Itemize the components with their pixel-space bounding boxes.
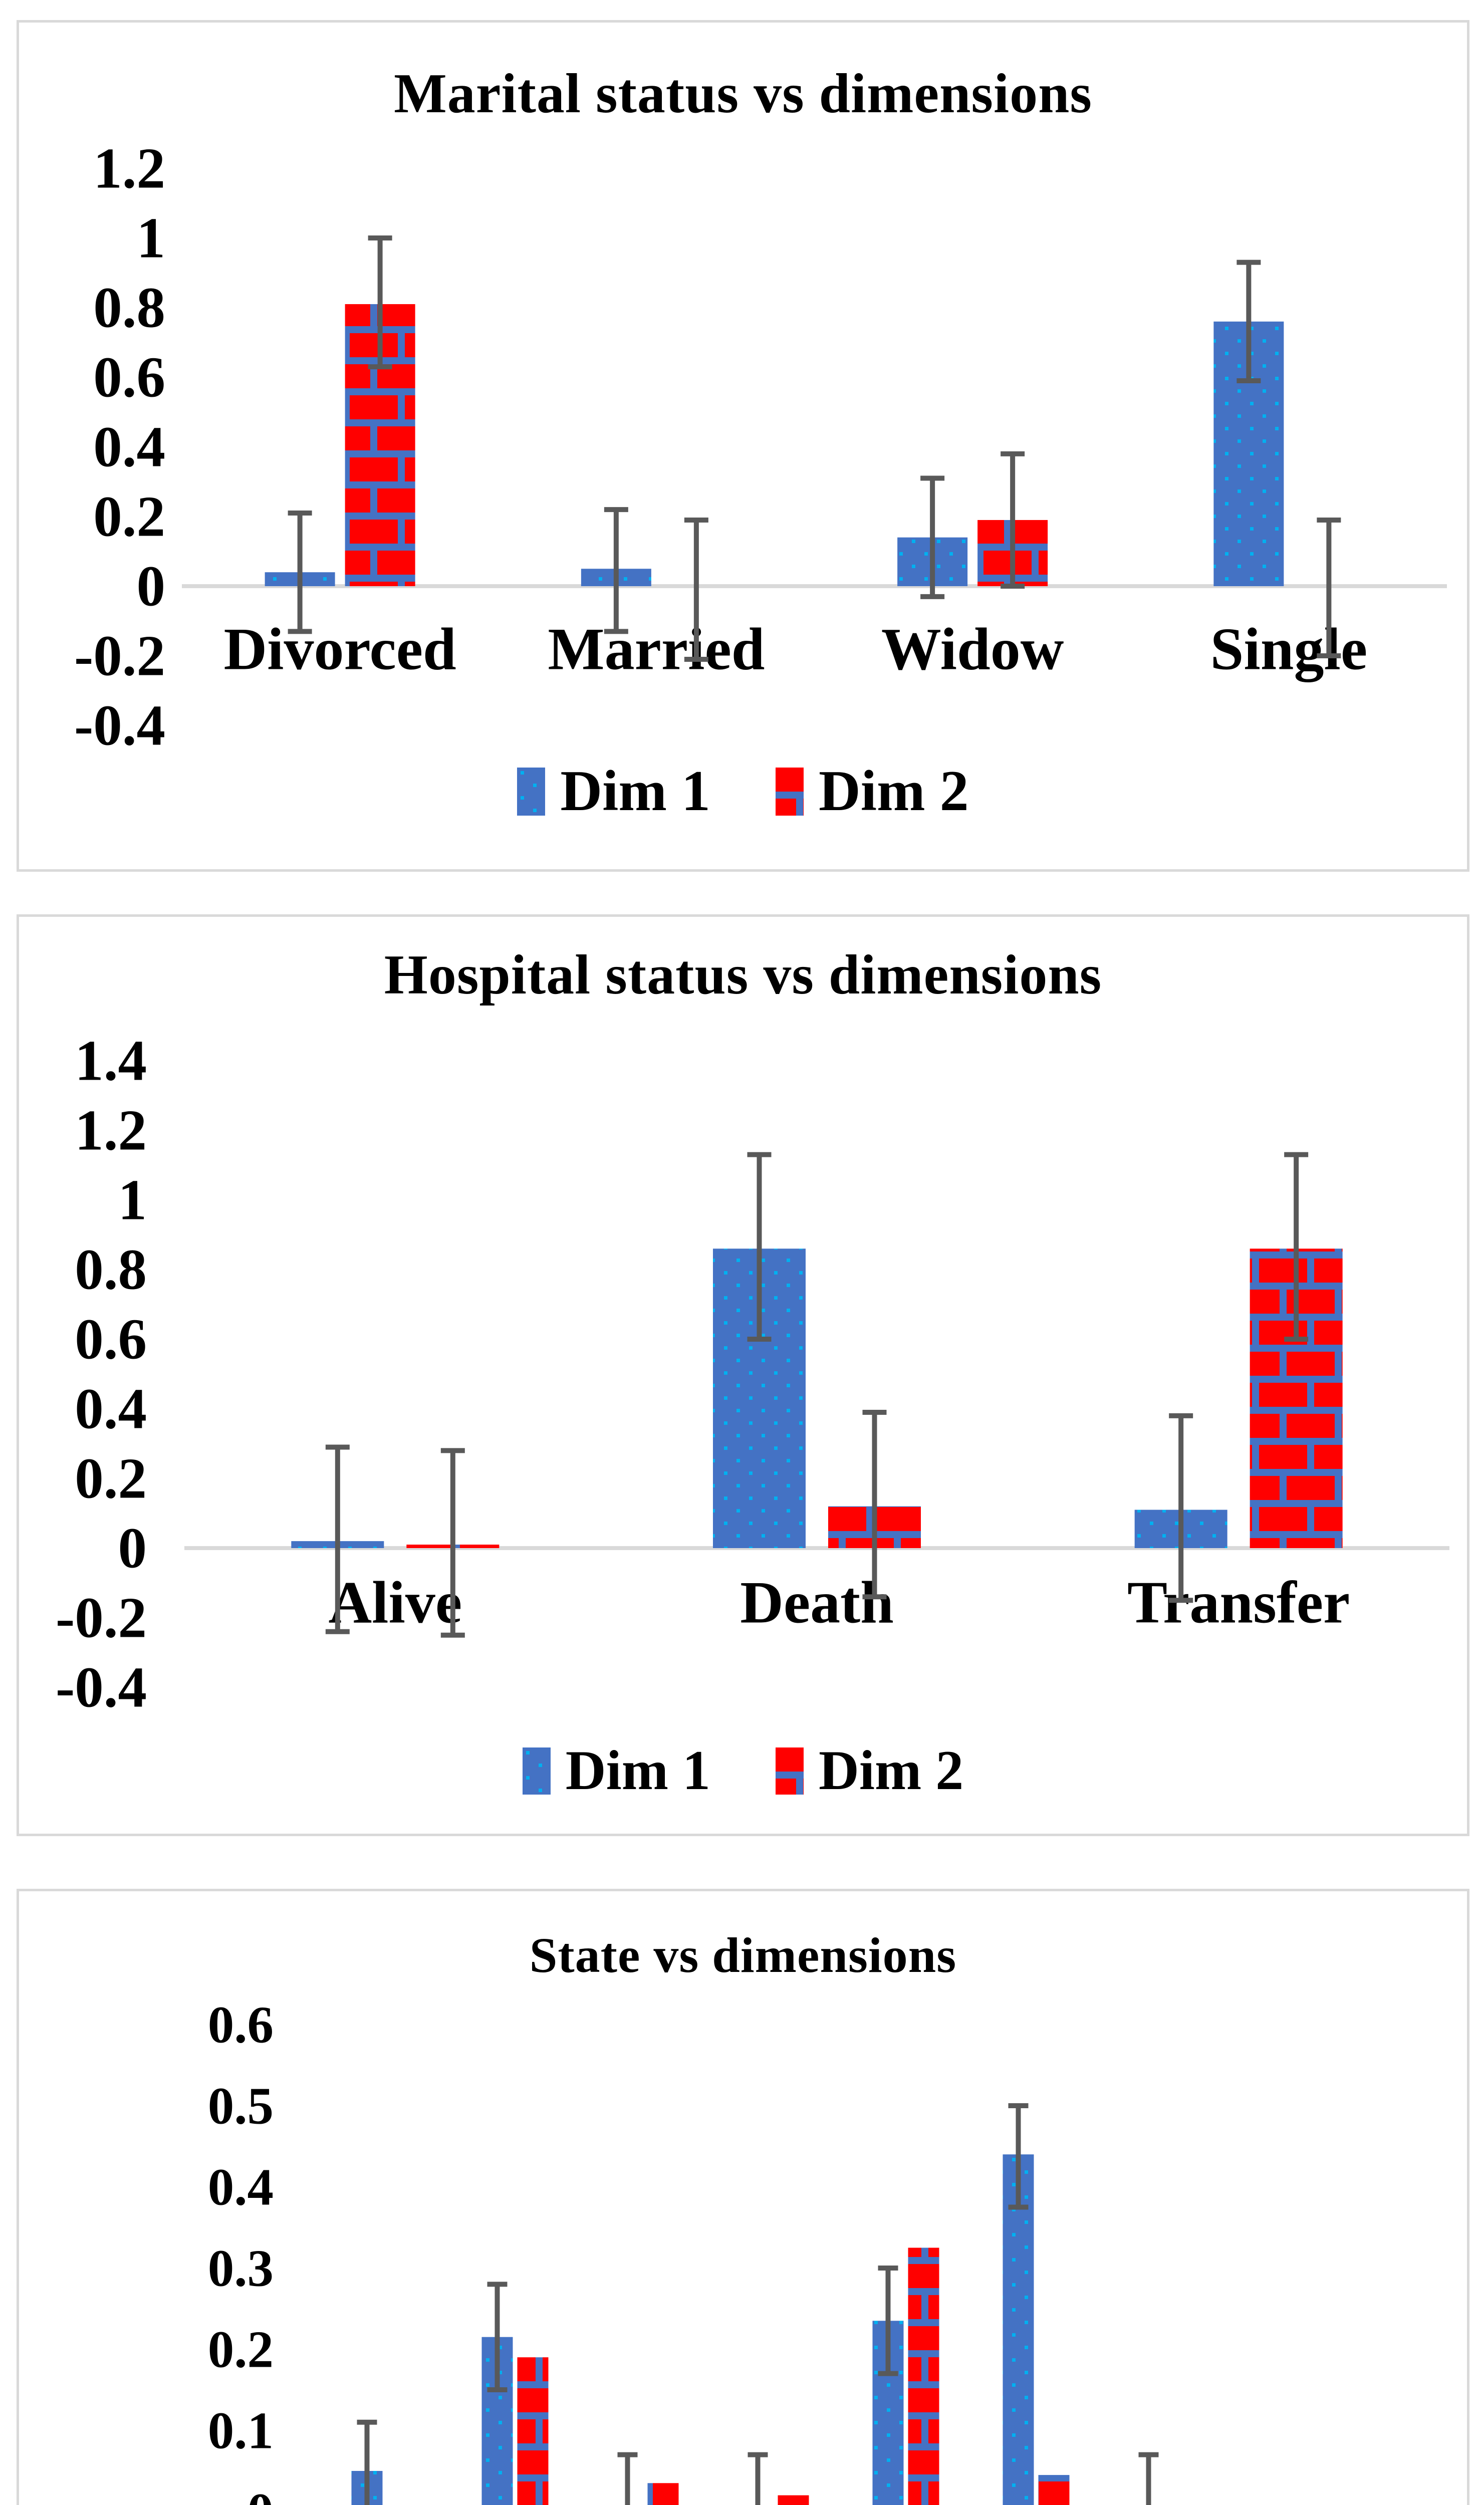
x-category-label: Transfer	[1127, 1569, 1350, 1636]
error-bar-dim2-divorced	[368, 235, 392, 370]
error-bar-dim1-divorced	[288, 511, 312, 634]
error-bar-dim1-married	[604, 507, 628, 634]
chart-hospital-status-box: Hospital status vs dimensions 1.4 1.2 1 0.8…	[17, 914, 1469, 1836]
y-tick-label: 0.6	[208, 1995, 274, 2054]
y-tick-label: 1.4	[75, 1029, 147, 1093]
error-bar-dim1-gombe	[357, 2419, 377, 2505]
x-category-label: Divorced	[223, 616, 456, 682]
y-tick-label: 0.4	[208, 2158, 274, 2216]
chart-marital-status-box: Marital status vs dimensions 1.2 1 0.8 0.6 0…	[17, 20, 1469, 872]
y-tick-label: 1	[137, 206, 166, 270]
y-tick-label: 0.2	[93, 485, 165, 549]
y-tick-label: 0.8	[93, 276, 165, 340]
y-tick-label: 1.2	[93, 137, 165, 200]
error-bar-dim2-widow	[1001, 451, 1025, 589]
bar-dim2-bauchi	[517, 2357, 549, 2505]
bar-dim2-yobe	[647, 2483, 679, 2505]
chart-marital-status-plot: 1.210.80.60.40.20-0.2-0.4 Divorced Married…	[74, 137, 1447, 758]
legend: Dim 1 Dim 2	[19, 1738, 1467, 1803]
legend-label-dim1: Dim 1	[565, 1739, 710, 1802]
y-tick-label: 0.1	[208, 2401, 274, 2460]
bar-dim2-taraba	[1038, 2475, 1070, 2505]
x-category-label: Widow	[881, 616, 1064, 682]
error-bar-dim2-death	[862, 1409, 887, 1600]
y-tick-label: 0.2	[208, 2320, 274, 2379]
error-bar-dim1-borno	[748, 2452, 768, 2505]
legend-label-dim2: Dim 2	[819, 759, 969, 823]
error-bar-dim1-widow	[920, 475, 945, 599]
dim2-swatch-icon	[776, 1747, 804, 1795]
error-bar-dim2-transfer	[1284, 1152, 1309, 1342]
dim1-swatch-icon	[522, 1747, 551, 1795]
error-bar-dim1-yobe	[617, 2452, 638, 2505]
error-bar-dim1-death	[747, 1152, 772, 1342]
y-tick-label: -0.4	[56, 1656, 147, 1719]
error-bar-dim1-alive	[325, 1444, 350, 1634]
x-category-label: Death	[740, 1569, 894, 1636]
error-bar-dim1-single	[1236, 260, 1261, 383]
y-tick-label: 0.6	[75, 1308, 147, 1371]
x-category-label: Single	[1210, 616, 1367, 683]
x-axis-line	[182, 584, 1447, 588]
error-bar-dim1-others	[1138, 2452, 1159, 2505]
chart-state-box: State vs dimensions 0.60.50.40.30.20.10-…	[17, 1889, 1469, 2505]
dim2-swatch-icon	[776, 767, 804, 816]
bar-dim2-adamawa	[908, 2247, 939, 2505]
chart-title: Hospital status vs dimensions	[384, 944, 1102, 1006]
chart-title: Marital status vs dimensions	[394, 63, 1092, 125]
dim1-swatch-icon	[517, 767, 546, 816]
y-tick-label: 0.8	[75, 1238, 147, 1302]
y-tick-label: -0.2	[56, 1586, 147, 1650]
legend: Dim 1 Dim 2	[19, 758, 1467, 825]
chart-state-plot: 0.60.50.40.30.20.10-0.1GombeBauchiYobeBo…	[208, 1995, 1159, 2505]
y-tick-label: 0.5	[208, 2077, 274, 2135]
y-tick-label: -0.2	[74, 624, 165, 688]
x-category-label: Married	[548, 616, 765, 682]
y-tick-label: 0.4	[75, 1377, 147, 1441]
error-bar-dim1-adamawa	[878, 2266, 898, 2376]
legend-entry-dim2: Dim 2	[776, 758, 969, 825]
chart-hospital-status-plot: 1.41.210.80.60.40.20-0.2-0.4 Alive Death Tr…	[56, 1029, 1449, 1719]
y-tick-label: 0	[137, 555, 166, 618]
legend-entry-dim1: Dim 1	[522, 1738, 710, 1803]
error-bar-dim2-single	[1317, 517, 1341, 658]
x-category-label: Alive	[329, 1569, 462, 1636]
error-bar-dim2-married	[684, 517, 708, 662]
chart-title: State vs dimensions	[529, 1927, 957, 1983]
y-tick-label: 1.2	[75, 1099, 147, 1162]
y-tick-label: 0	[118, 1517, 147, 1580]
bar-dim1-taraba	[1003, 2154, 1034, 2505]
y-tick-label: 0.6	[93, 346, 165, 409]
y-tick-label: 0	[248, 2482, 274, 2505]
y-tick-label: -0.4	[74, 694, 165, 758]
error-bar-dim1-taraba	[1008, 2103, 1029, 2210]
y-tick-label: 1	[118, 1168, 147, 1232]
y-tick-label: 0.4	[93, 415, 165, 479]
bar-dim2-borno	[778, 2495, 809, 2505]
y-tick-label: 0.3	[208, 2239, 274, 2298]
y-tick-label: 0.2	[75, 1447, 147, 1511]
x-axis-line	[184, 1546, 1449, 1550]
legend-entry-dim2: Dim 2	[776, 1738, 963, 1803]
legend-label-dim1: Dim 1	[560, 759, 710, 823]
legend-entry-dim1: Dim 1	[517, 758, 710, 825]
error-bar-dim2-alive	[440, 1448, 465, 1638]
error-bar-dim1-bauchi	[487, 2282, 508, 2392]
legend-label-dim2: Dim 2	[819, 1739, 964, 1802]
error-bar-dim1-transfer	[1169, 1413, 1193, 1603]
